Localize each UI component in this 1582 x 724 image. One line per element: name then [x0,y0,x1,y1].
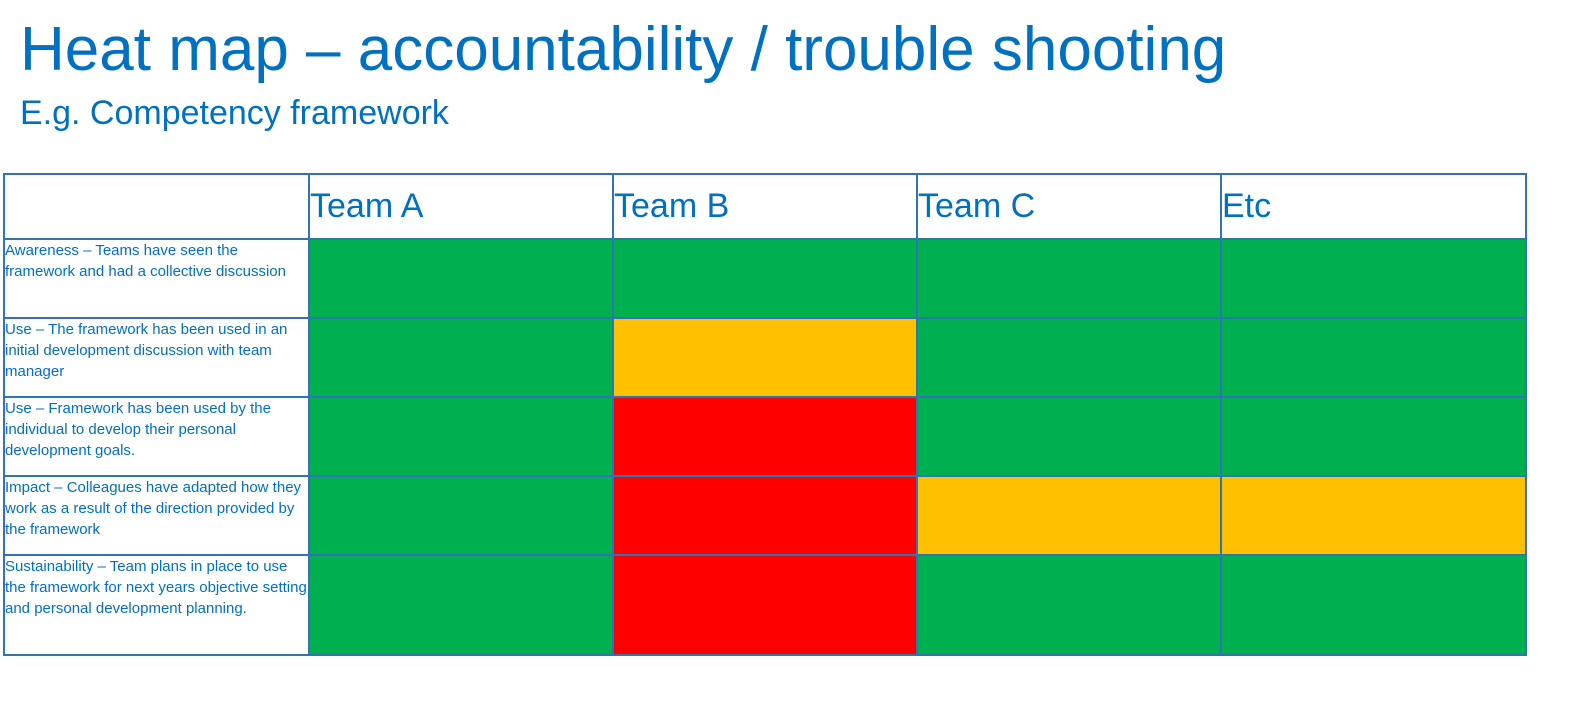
page-subtitle: E.g. Competency framework [20,94,449,132]
heatmap-row-use-individual: Use – Framework has been used by the ind… [3,396,1527,477]
corner-cell [3,173,310,240]
heat-cell-awareness-team-b [612,238,918,319]
heat-cell-use-initial-team-b [612,317,918,398]
heat-cell-impact-team-c [916,475,1222,556]
column-header-etc: Etc [1220,173,1527,240]
column-header-team-a: Team A [308,173,614,240]
heatmap-row-awareness: Awareness – Teams have seen the framewor… [3,238,1527,319]
heat-cell-awareness-team-a [308,238,614,319]
row-label-impact: Impact – Colleagues have adapted how the… [3,475,310,556]
column-header-team-b: Team B [612,173,918,240]
heat-cell-use-initial-team-a [308,317,614,398]
heat-cell-impact-team-a [308,475,614,556]
heat-cell-impact-etc [1220,475,1527,556]
heat-cell-sustainability-team-c [916,554,1222,656]
heat-cell-awareness-etc [1220,238,1527,319]
heat-cell-use-initial-etc [1220,317,1527,398]
page-title: Heat map – accountability / trouble shoo… [20,15,1227,84]
heat-cell-use-individual-team-b [612,396,918,477]
row-label-awareness: Awareness – Teams have seen the framewor… [3,238,310,319]
heatmap-row-impact: Impact – Colleagues have adapted how the… [3,475,1527,556]
row-label-sustainability: Sustainability – Team plans in place to … [3,554,310,656]
heat-cell-use-individual-team-a [308,396,614,477]
heatmap-table: Team A Team B Team C Etc Awareness – Tea… [3,173,1527,656]
heat-cell-use-individual-etc [1220,396,1527,477]
heat-cell-sustainability-team-a [308,554,614,656]
column-header-team-c: Team C [916,173,1222,240]
heat-cell-sustainability-etc [1220,554,1527,656]
heatmap-row-use-initial: Use – The framework has been used in an … [3,317,1527,398]
header-row: Team A Team B Team C Etc [3,173,1527,240]
heat-cell-impact-team-b [612,475,918,556]
row-label-use-initial: Use – The framework has been used in an … [3,317,310,398]
row-label-use-individual: Use – Framework has been used by the ind… [3,396,310,477]
heat-cell-use-individual-team-c [916,396,1222,477]
heat-cell-use-initial-team-c [916,317,1222,398]
heat-cell-sustainability-team-b [612,554,918,656]
heatmap-row-sustainability: Sustainability – Team plans in place to … [3,554,1527,656]
heat-cell-awareness-team-c [916,238,1222,319]
